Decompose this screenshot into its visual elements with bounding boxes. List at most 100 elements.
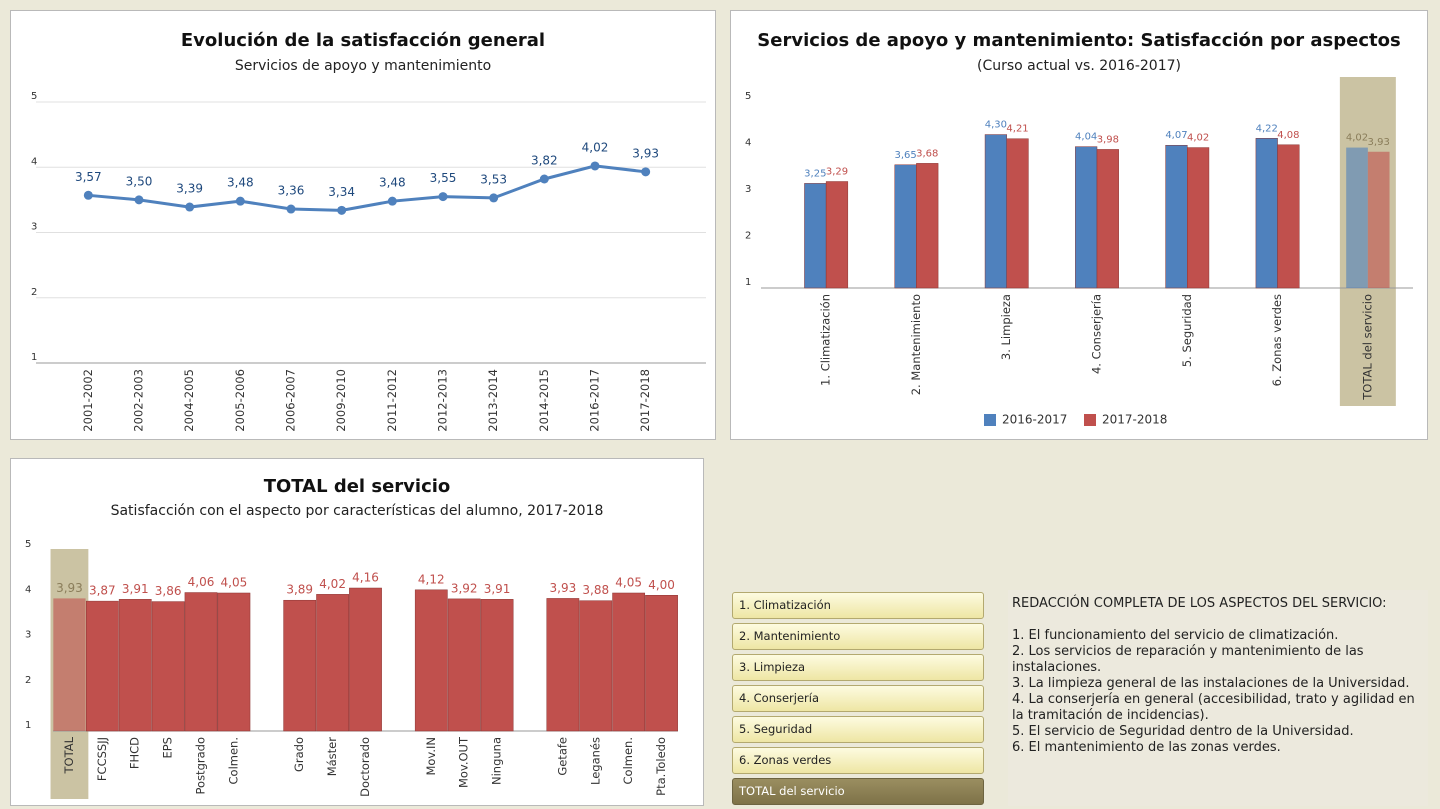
y-tick-label: 1: [25, 720, 31, 731]
x-tick-label: 2017-2018: [638, 369, 652, 432]
description-item: 1. El funcionamiento del servicio de cli…: [1012, 628, 1339, 643]
y-tick-label: 4: [25, 584, 31, 595]
bar: [579, 600, 613, 732]
description-list: 1. El funcionamiento del servicio de cli…: [1012, 628, 1424, 756]
aspect-button[interactable]: TOTAL del servicio: [732, 778, 984, 805]
description-item: 2. Los servicios de reparación y manteni…: [1012, 644, 1364, 675]
y-tick-label: 1: [31, 352, 37, 363]
legend-label: 2016-2017: [1002, 413, 1067, 427]
data-label: 3,48: [379, 176, 406, 190]
bar: [1255, 138, 1278, 289]
marker: [590, 161, 600, 171]
data-label: 4,04: [1075, 132, 1097, 143]
data-label: 3,89: [286, 583, 313, 597]
bar: [283, 599, 317, 732]
x-tick-label: 2009-2010: [334, 369, 348, 432]
bar: [480, 599, 514, 732]
data-label: 4,12: [418, 572, 445, 586]
chart-panel: TOTAL del servicio Satisfacción con el as…: [10, 458, 704, 806]
aspect-button[interactable]: 3. Limpieza: [732, 654, 984, 681]
bar: [447, 598, 481, 732]
data-label: 4,30: [985, 120, 1007, 131]
x-tick-label: 2005-2006: [233, 369, 247, 432]
aspect-button[interactable]: 4. Conserjería: [732, 685, 984, 712]
bar: [612, 592, 646, 732]
x-tick-label: Pta.Toledo: [654, 737, 668, 796]
bar: [825, 181, 849, 289]
y-tick-label: 4: [745, 138, 751, 149]
x-tick-label: Postgrado: [194, 737, 208, 794]
chart-title: TOTAL del servicio: [264, 476, 451, 497]
line: [88, 164, 646, 212]
bar: [151, 601, 185, 732]
x-tick-label: 2016-2017: [588, 369, 602, 432]
y-tick-label: 5: [31, 91, 37, 102]
marker: [539, 174, 549, 184]
y-tick-label: 4: [31, 156, 37, 167]
bar: [85, 600, 119, 732]
chart-panel: Evolución de la satisfacción general Serv…: [10, 10, 716, 440]
data-label: 4,06: [188, 575, 215, 589]
data-label: 3,50: [126, 174, 153, 188]
bar: [894, 164, 917, 289]
data-label: 3,25: [804, 168, 826, 179]
marker: [235, 196, 245, 206]
legend-swatch: [1084, 414, 1096, 426]
description-item: 3. La limpieza general de las instalacio…: [1012, 676, 1410, 691]
data-label: 4,05: [615, 575, 642, 589]
data-label: 3,93: [1368, 137, 1390, 148]
data-label: 4,02: [319, 577, 346, 591]
data-label: 3,93: [56, 581, 83, 595]
aspect-button[interactable]: 5. Seguridad: [732, 716, 984, 743]
bar: [645, 595, 678, 732]
x-tick-label: 2012-2013: [436, 369, 450, 432]
data-label: 3,65: [894, 150, 916, 161]
y-tick-label: 1: [745, 277, 751, 288]
bar: [1187, 147, 1210, 289]
data-label: 4,00: [648, 578, 675, 592]
description-item: 6. El mantenimiento de las zonas verdes.: [1012, 740, 1281, 755]
chart-subtitle: Servicios de apoyo y mantenimiento: [235, 58, 491, 74]
bar: [1075, 146, 1098, 289]
marker: [337, 205, 347, 215]
data-label: 3,88: [582, 583, 609, 597]
chart-subtitle: (Curso actual vs. 2016-2017): [977, 58, 1181, 74]
description-title: REDACCIÓN COMPLETA DE LOS ASPECTOS DEL S…: [1012, 596, 1387, 611]
data-label: 3,91: [122, 582, 149, 596]
x-tick-label: 6. Zonas verdes: [1270, 294, 1284, 386]
y-tick-label: 2: [25, 675, 31, 686]
data-label: 4,05: [221, 575, 248, 589]
chart-subtitle: Satisfacción con el aspecto por caracter…: [111, 503, 604, 519]
description-item: 4. La conserjería en general (accesibili…: [1012, 692, 1415, 723]
y-tick-label: 3: [745, 184, 751, 195]
x-tick-label: Mov.OUT: [457, 736, 471, 788]
data-label: 4,02: [1187, 133, 1209, 144]
x-tick-label: 2. Mantenimiento: [909, 294, 923, 395]
bar: [118, 599, 152, 732]
x-tick-label: 3. Limpieza: [999, 294, 1013, 360]
bar: [184, 592, 218, 732]
data-label: 3,39: [176, 182, 203, 196]
data-label: 4,02: [1346, 133, 1368, 144]
data-label: 4,21: [1006, 124, 1028, 135]
data-label: 3,86: [155, 584, 182, 598]
x-tick-label: Leganés: [588, 737, 602, 785]
bar: [804, 183, 827, 289]
bar: [546, 598, 580, 732]
data-label: 3,29: [826, 167, 848, 178]
bar: [217, 592, 251, 732]
data-label: 3,92: [451, 581, 478, 595]
x-tick-label: FHCD: [128, 737, 142, 769]
y-tick-label: 3: [31, 222, 37, 233]
x-tick-label: FCCSSJJ: [95, 737, 109, 781]
aspect-button[interactable]: 2. Mantenimiento: [732, 623, 984, 650]
data-label: 4,22: [1256, 123, 1278, 134]
x-tick-label: 2001-2002: [81, 369, 95, 432]
bar: [1165, 144, 1188, 289]
chart-panel: Servicios de apoyo y mantenimiento: Sati…: [730, 10, 1428, 440]
marker: [286, 204, 296, 214]
aspect-button[interactable]: 1. Climatización: [732, 592, 984, 619]
x-tick-label: TOTAL del servicio: [1360, 294, 1374, 401]
marker: [134, 195, 144, 205]
aspect-button[interactable]: 6. Zonas verdes: [732, 747, 984, 774]
